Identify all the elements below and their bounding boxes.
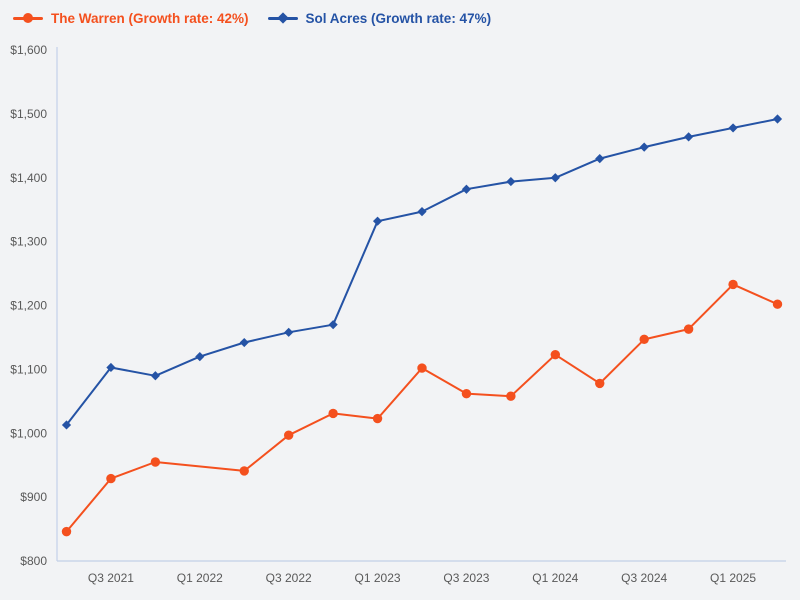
data-point-sol-acres[interactable] (595, 153, 605, 164)
x-tick-label: Q3 2021 (88, 571, 134, 585)
x-tick-label: Q3 2024 (621, 571, 667, 585)
x-tick-label: Q1 2024 (532, 571, 578, 585)
y-tick-label: $900 (20, 490, 47, 504)
data-point-the-warren[interactable] (328, 408, 338, 419)
x-tick-label: Q1 2023 (355, 571, 401, 585)
data-point-sol-acres[interactable] (417, 207, 427, 217)
data-point-sol-acres[interactable] (461, 184, 472, 194)
data-point-the-warren[interactable] (550, 349, 561, 360)
data-point-sol-acres[interactable] (150, 371, 160, 381)
data-point-the-warren[interactable] (61, 526, 72, 537)
data-point-sol-acres[interactable] (506, 176, 516, 187)
data-point-the-warren[interactable] (728, 279, 738, 290)
data-point-the-warren[interactable] (150, 457, 161, 467)
data-point-sol-acres[interactable] (328, 320, 338, 330)
data-point-the-warren[interactable] (595, 378, 605, 389)
y-tick-label: $1,500 (10, 107, 47, 121)
data-point-sol-acres[interactable] (684, 132, 694, 142)
data-point-sol-acres[interactable] (284, 327, 294, 337)
data-point-the-warren[interactable] (683, 324, 694, 334)
y-tick-label: $1,200 (10, 299, 47, 313)
series-line-sol-acres (65, 118, 779, 426)
legend-item-sol-acres[interactable]: Sol Acres (Growth rate: 47%) (267, 10, 492, 26)
data-point-the-warren[interactable] (772, 299, 783, 309)
y-tick-label: $1,300 (10, 235, 47, 249)
x-tick-label: Q3 2023 (443, 571, 489, 585)
data-point-the-warren[interactable] (461, 388, 472, 399)
y-tick-label: $800 (20, 554, 47, 568)
y-tick-label: $1,100 (10, 362, 47, 376)
x-tick-label: Q1 2025 (710, 571, 756, 585)
data-point-sol-acres[interactable] (239, 337, 249, 348)
data-point-the-warren[interactable] (372, 413, 383, 424)
data-point-the-warren[interactable] (283, 430, 294, 440)
data-point-the-warren[interactable] (506, 391, 516, 401)
legend-diamond-swatch (276, 12, 289, 24)
diamond-marker-icon (267, 11, 299, 25)
data-point-the-warren[interactable] (639, 334, 649, 345)
data-point-sol-acres[interactable] (372, 216, 383, 226)
data-point-sol-acres[interactable] (772, 114, 783, 124)
data-point-sol-acres[interactable] (106, 362, 116, 373)
data-point-sol-acres[interactable] (195, 352, 205, 362)
data-point-the-warren[interactable] (239, 466, 249, 476)
legend-dot-swatch (23, 13, 33, 23)
x-tick-label: Q1 2022 (177, 571, 223, 585)
data-point-sol-acres[interactable] (61, 420, 72, 430)
data-point-sol-acres[interactable] (728, 123, 738, 133)
x-tick-label: Q3 2022 (266, 571, 312, 585)
legend-item-the-warren[interactable]: The Warren (Growth rate: 42%) (12, 11, 249, 26)
chart-legend: The Warren (Growth rate: 42%) Sol Acres … (12, 8, 491, 28)
legend-label-the-warren: The Warren (Growth rate: 42%) (51, 10, 249, 26)
circle-marker-icon (12, 11, 44, 25)
data-point-the-warren[interactable] (106, 473, 116, 484)
y-tick-label: $1,400 (10, 171, 47, 185)
data-point-sol-acres[interactable] (550, 173, 560, 183)
data-point-sol-acres[interactable] (639, 142, 649, 152)
series-line-the-warren (65, 283, 779, 533)
data-point-the-warren[interactable] (417, 363, 427, 373)
legend-label-sol-acres: Sol Acres (Growth rate: 47%) (305, 10, 492, 26)
y-tick-label: $1,600 (10, 43, 47, 57)
y-tick-label: $1,000 (10, 426, 47, 440)
